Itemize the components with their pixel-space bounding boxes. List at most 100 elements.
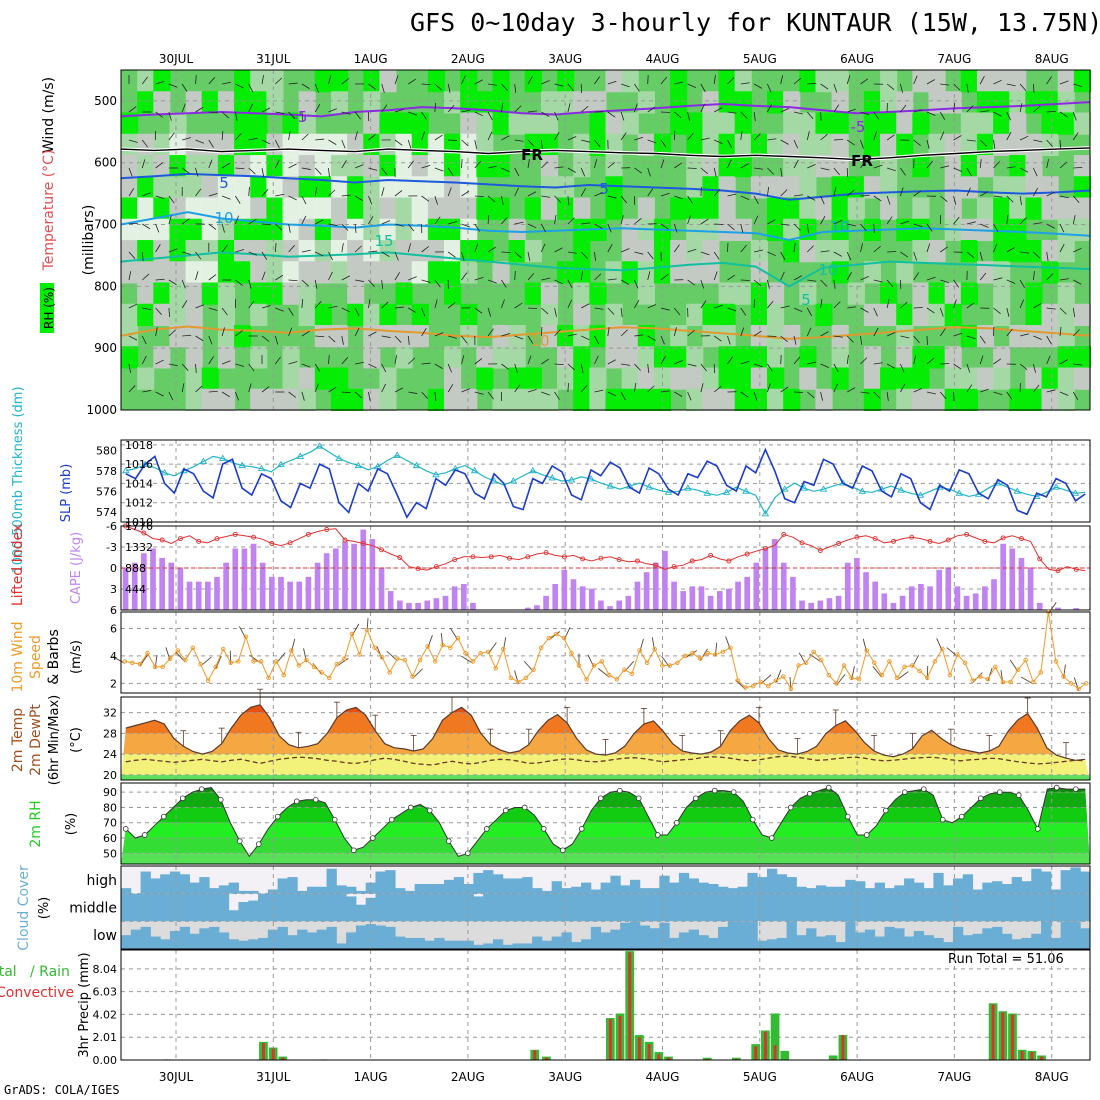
cape-bar (936, 569, 942, 610)
wind-barb (155, 162, 164, 169)
rh-cell (993, 346, 1011, 369)
wind-barb (807, 279, 817, 282)
y-tick-label: 500 (94, 94, 117, 108)
wind-barb (541, 358, 550, 365)
wind-barb (886, 279, 894, 288)
wind-barb (248, 103, 254, 113)
wind-barb (407, 243, 412, 253)
rh-cell (880, 367, 898, 390)
wind-speed-marker (425, 644, 430, 649)
wind-barb (594, 159, 598, 169)
rh-cell (718, 91, 736, 114)
thickness-marker (393, 451, 401, 458)
cloud-middle-bar (962, 893, 974, 922)
cloud-high-bar (160, 874, 171, 894)
cape-bar (945, 567, 952, 610)
wind-barb (195, 271, 199, 281)
li-marker (379, 547, 384, 553)
wind-barb (427, 635, 433, 649)
wind-barb (527, 272, 535, 281)
wind-barb (301, 330, 310, 337)
wind-speed-marker (130, 660, 135, 666)
rh-swatch (40, 283, 54, 333)
rh-cell (217, 91, 236, 114)
sounding-panel: -5-5FR FR5 510 1015105105006007008009001000… (40, 69, 1091, 417)
wind-barb (740, 223, 744, 233)
wind-barb (1073, 247, 1082, 253)
precip-axis-label: 3hr Precip (mm) (77, 952, 92, 1057)
wind-barb (966, 221, 976, 225)
rh-cell (1057, 218, 1075, 241)
rh-cell (266, 282, 284, 305)
wind-barb (993, 223, 999, 232)
cape-bar (863, 572, 869, 610)
wind-barb (953, 363, 962, 370)
rh-cell (363, 261, 381, 284)
rh-cell (314, 70, 332, 93)
x-date-label: 6AUG (840, 52, 874, 66)
cloud-middle-bar (786, 893, 797, 922)
wind-barb (447, 83, 451, 93)
wind-barb (1059, 161, 1068, 169)
wind-barb (1020, 251, 1030, 254)
rh-cell (298, 197, 316, 220)
wind-barb (780, 251, 786, 261)
wind-barb (581, 222, 591, 225)
wind-speed-marker (183, 657, 188, 663)
wind-barb (541, 307, 549, 315)
wind-barb (660, 159, 665, 169)
wind-barb (314, 363, 321, 372)
wind-speed-marker (1068, 681, 1074, 686)
wind-barb (368, 134, 376, 141)
cloud-high-bar (179, 874, 191, 894)
cloud-middle-bar (502, 893, 514, 922)
rh-cell (912, 112, 930, 135)
rh-cell (702, 240, 720, 263)
wind-barb (328, 189, 336, 197)
wind-speed-marker (417, 657, 423, 663)
wind-barb (607, 278, 617, 281)
rh2m-marker (369, 835, 376, 841)
wind-barb (288, 279, 298, 282)
cloud-high-bar (933, 872, 944, 894)
rh-cell (282, 218, 300, 241)
wind-barb (141, 251, 144, 262)
rh-cell (702, 367, 720, 390)
dewpoint-line (125, 755, 1086, 766)
x-axis-bottom: 30JUL 31JUL 1AUG 2AUG 3AUG 4AUG 5AUG 6AUG 7AUG 8A… (159, 1070, 1069, 1084)
wind-speed-marker (834, 681, 839, 686)
rh-cell (492, 155, 510, 178)
wind-barb (501, 363, 509, 370)
rh-cell (169, 218, 187, 241)
rh-cell (928, 346, 946, 369)
rh-cell (799, 155, 817, 178)
rh-cell (815, 303, 833, 326)
rh-cell (282, 240, 300, 263)
cloud-high-bar (561, 888, 572, 894)
rh-cell (185, 346, 203, 369)
thickness-marker (780, 485, 789, 492)
rh-cell (1025, 155, 1043, 178)
thickness-marker (257, 464, 266, 472)
rh-cell (750, 303, 768, 326)
cloud-high-bar (551, 881, 562, 894)
rh-cell (1073, 346, 1091, 369)
rh-cell (653, 367, 672, 390)
rh-cell (993, 70, 1011, 93)
thickness-marker (470, 466, 479, 474)
wind-barb (274, 356, 282, 365)
wind-speed-marker (962, 660, 968, 666)
wind-barb (699, 648, 708, 661)
wind-barb (554, 83, 564, 87)
rh-cell (250, 346, 268, 369)
cloud-middle-bar (737, 893, 748, 922)
wind-barb (141, 335, 147, 345)
wind10-label-1: 10m Wind (10, 621, 26, 692)
wind-speed-marker (796, 663, 801, 668)
rh-cell (993, 367, 1011, 390)
rh-cell (282, 388, 300, 411)
temp-band (121, 754, 1090, 775)
rh-cell (427, 197, 445, 220)
wind-barb (434, 195, 438, 205)
